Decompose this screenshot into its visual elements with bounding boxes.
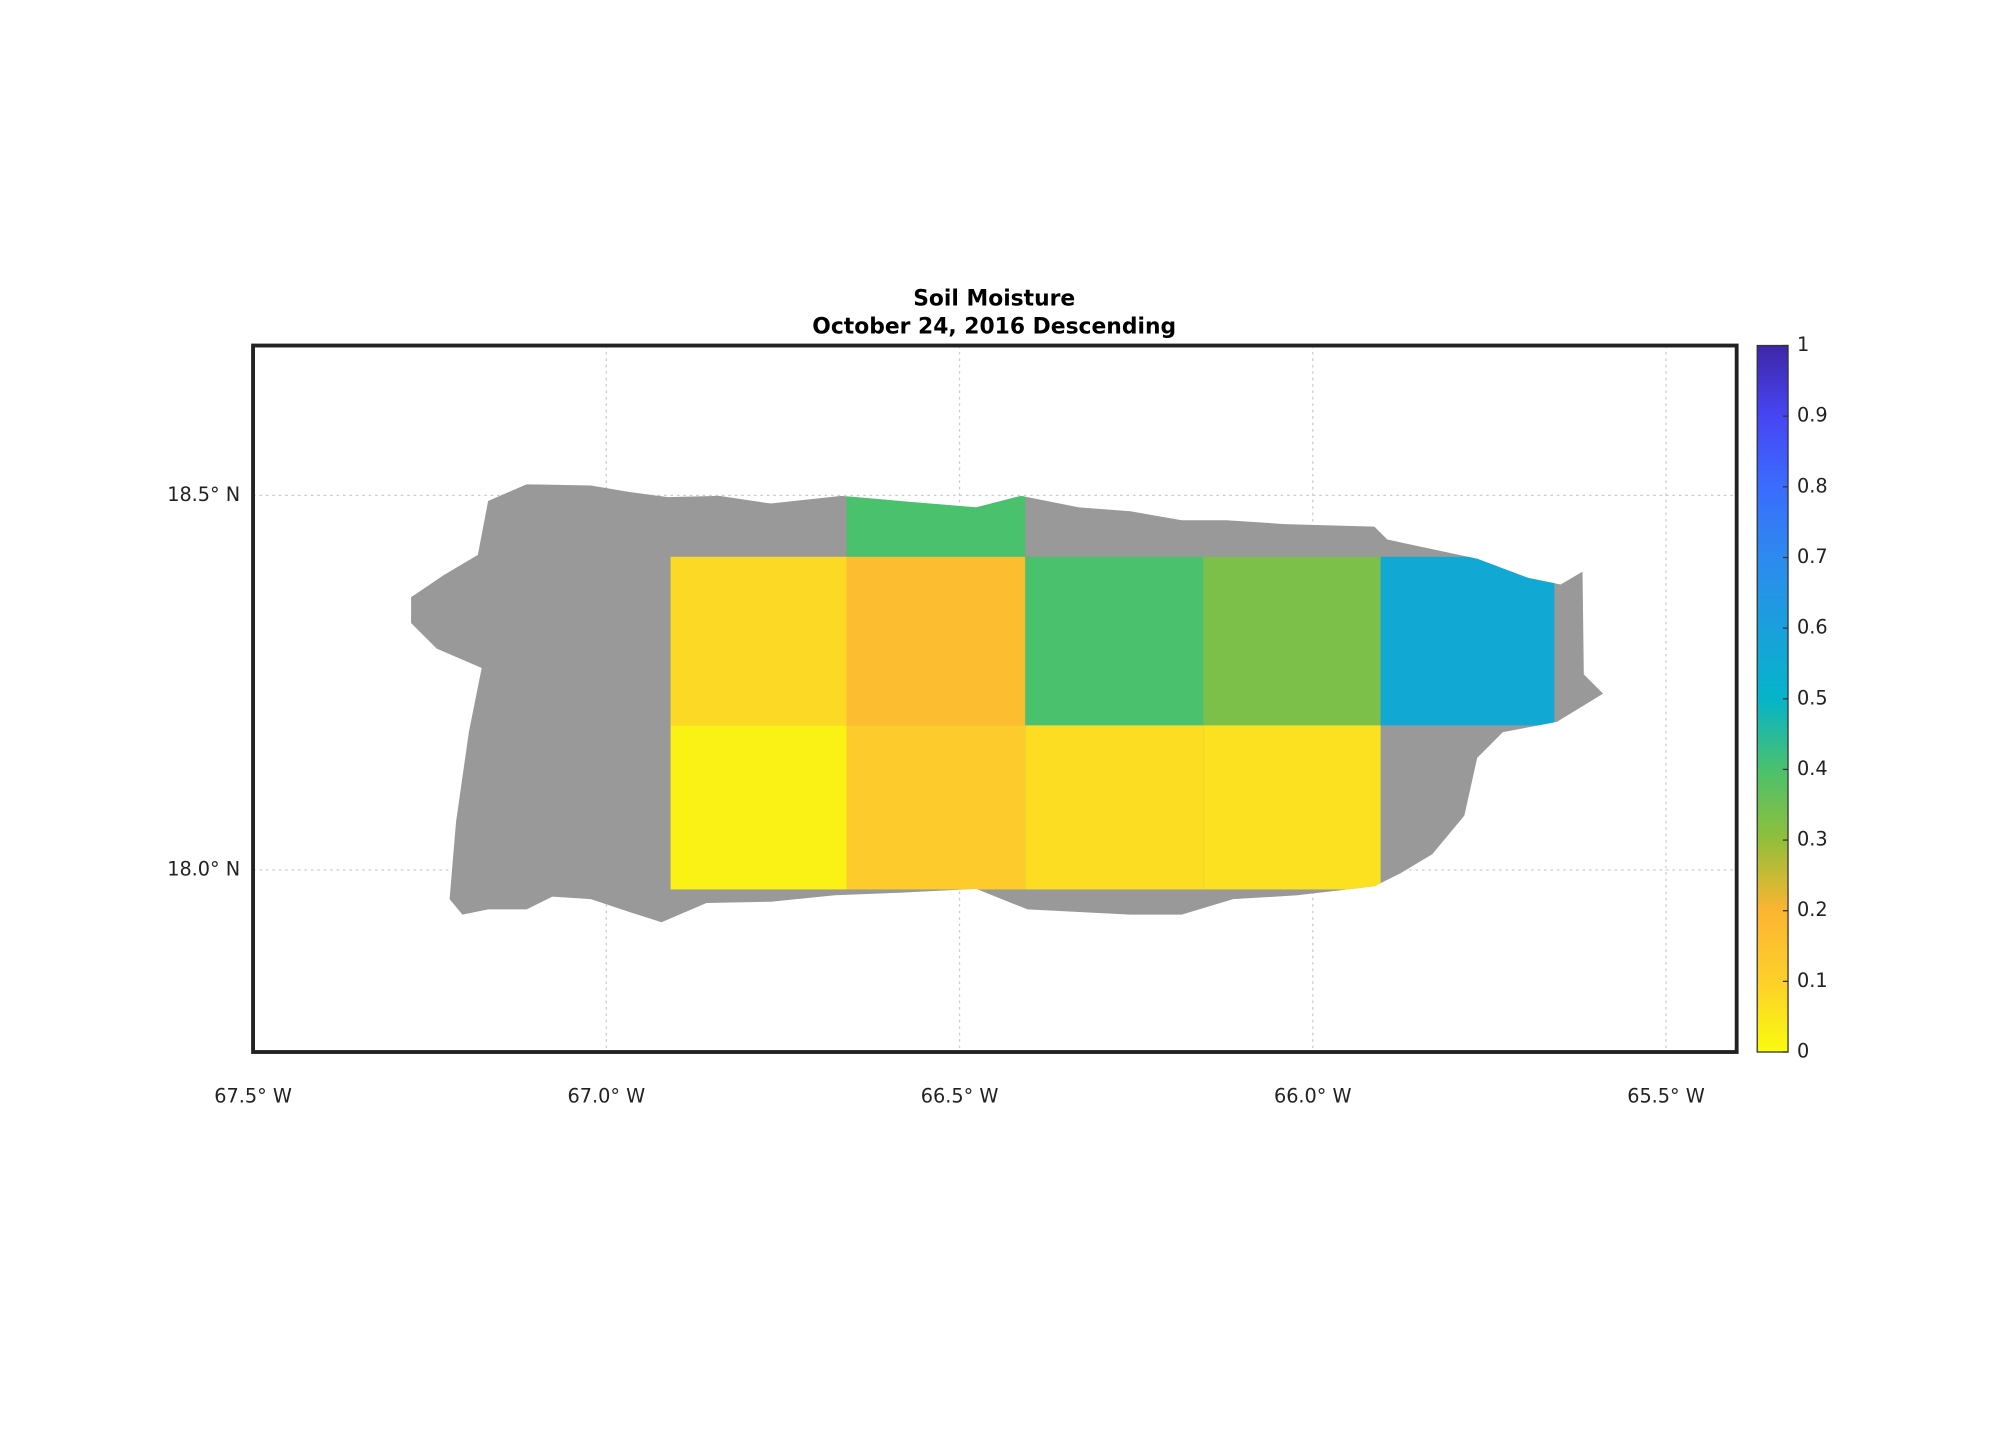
x-tick-label: 65.5° W bbox=[1627, 1084, 1705, 1107]
axes: 67.5° W 67.0° W 66.5° W 66.0° W 65.5° W 18.0°… bbox=[167, 483, 1705, 1108]
cell bbox=[846, 556, 1026, 726]
cell bbox=[1025, 725, 1204, 890]
x-tick-label: 66.5° W bbox=[921, 1084, 999, 1107]
y-tick-label: 18.0° N bbox=[167, 857, 240, 880]
colorbar-tick-label: 0.1 bbox=[1797, 969, 1828, 992]
chart-title: Soil Moisture bbox=[913, 286, 1075, 311]
colorbar-tick-label: 0.7 bbox=[1797, 545, 1828, 568]
colorbar-tick-label: 0.2 bbox=[1797, 898, 1828, 921]
cells bbox=[670, 495, 1555, 890]
plot-frame bbox=[251, 343, 1739, 1054]
cell bbox=[670, 725, 847, 890]
cell bbox=[1203, 725, 1381, 890]
colorbar-tick-label: 0.9 bbox=[1797, 404, 1828, 427]
colorbar-tick-label: 0.8 bbox=[1797, 474, 1828, 497]
cell bbox=[846, 725, 1026, 890]
chart-subtitle: October 24, 2016 Descending bbox=[812, 315, 1176, 340]
colorbar-tick-label: 0.4 bbox=[1797, 757, 1828, 780]
colorbar-tick-label: 0.6 bbox=[1797, 616, 1828, 639]
colorbar-axis: 0 0.1 0.2 0.3 0.4 0.5 0.6 0.7 0.8 0.9 1 bbox=[1782, 333, 1828, 1063]
colorbar-tick-label: 0.3 bbox=[1797, 828, 1828, 851]
x-tick-label: 67.0° W bbox=[567, 1084, 645, 1107]
x-tick-label: 66.0° W bbox=[1274, 1084, 1352, 1107]
colorbar-tick-label: 0.5 bbox=[1797, 686, 1828, 709]
cell bbox=[1203, 556, 1381, 726]
cell bbox=[670, 556, 847, 726]
y-tick-label: 18.5° N bbox=[167, 483, 240, 506]
colorbar-tick-label: 0 bbox=[1797, 1040, 1809, 1063]
cell bbox=[846, 495, 1026, 557]
x-tick-label: 67.5° W bbox=[214, 1084, 292, 1107]
cell bbox=[1380, 556, 1555, 726]
cell bbox=[1025, 556, 1204, 726]
colorbar-tick-label: 1 bbox=[1797, 333, 1809, 356]
